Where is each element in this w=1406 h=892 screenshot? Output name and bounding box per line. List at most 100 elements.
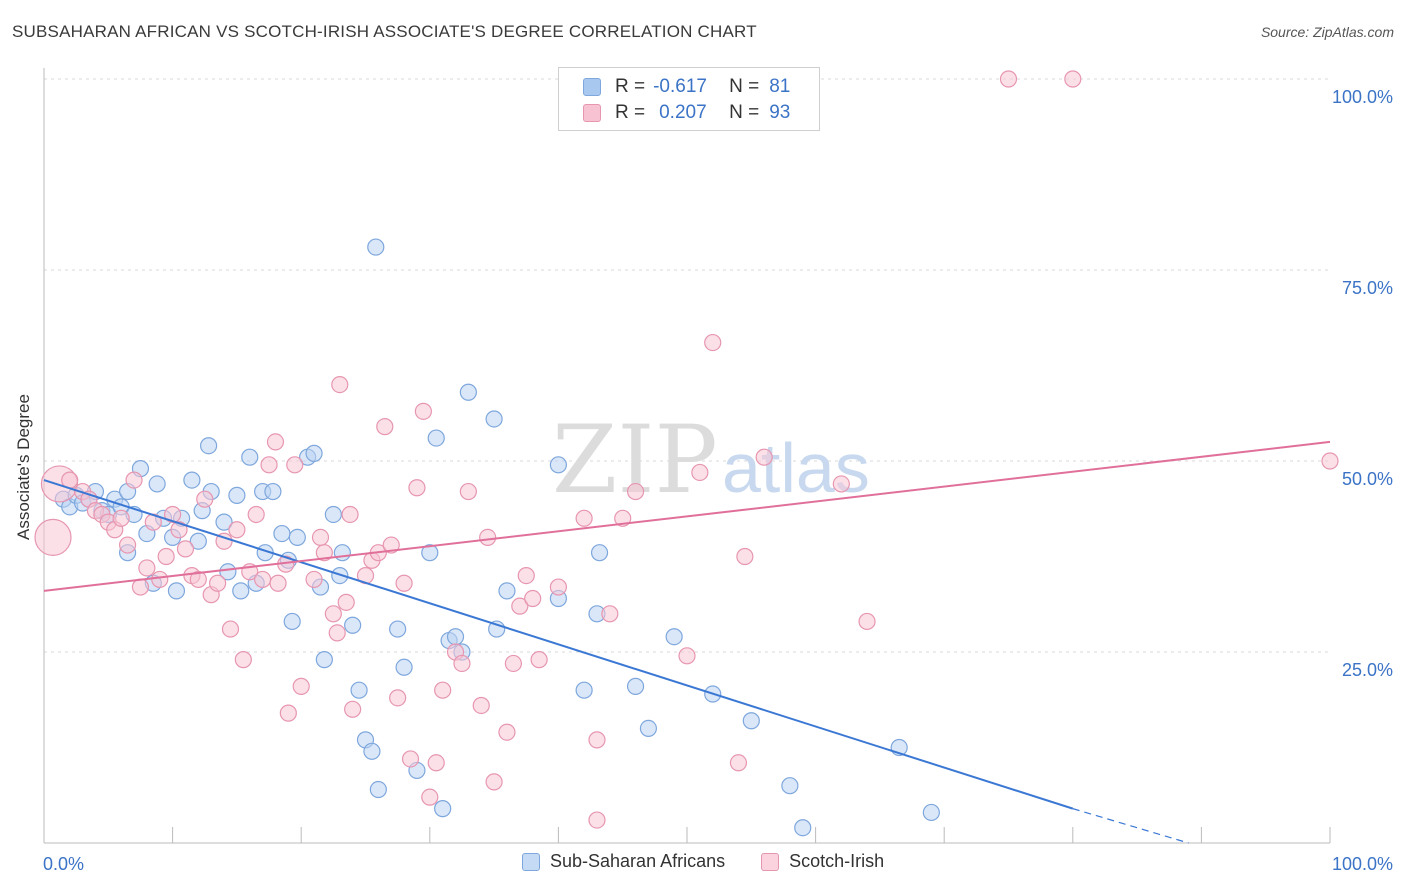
point-subsaharan — [742, 712, 760, 730]
point-subsaharan — [189, 532, 207, 550]
point-subsaharan — [344, 616, 362, 634]
point-subsaharan — [781, 777, 799, 795]
point-subsaharan — [575, 681, 593, 699]
point-scotch-irish — [755, 448, 773, 466]
point-subsaharan — [389, 620, 407, 638]
point-subsaharan — [446, 628, 465, 646]
point-scotch-irish — [1064, 70, 1082, 88]
watermark-atlas: atlas — [722, 429, 870, 507]
point-scotch-irish — [337, 593, 355, 611]
point-subsaharan — [273, 524, 291, 543]
legend-n-value: 93 — [769, 102, 791, 123]
legend-row-subsaharan: R = -0.617 N = 81 — [583, 75, 790, 99]
series-swatch-pink — [761, 852, 780, 871]
watermark: ZIP atlas — [552, 406, 870, 515]
point-subsaharan — [228, 486, 246, 504]
point-scotch-irish — [511, 597, 529, 615]
point-scotch-irish — [691, 463, 709, 482]
point-subsaharan — [219, 563, 237, 581]
y-tick-label: 75.0% — [1342, 278, 1393, 298]
point-scotch-irish — [151, 570, 169, 589]
point-subsaharan — [200, 437, 218, 455]
correlation-legend: R = -0.617 N = 81 R = 0.207 N = 93 — [558, 67, 820, 131]
point-scotch-irish — [125, 471, 143, 489]
point-scotch-irish — [524, 589, 542, 608]
trend-line-subsaharan — [43, 479, 1074, 810]
point-subsaharan — [333, 544, 351, 562]
point-subsaharan — [167, 582, 186, 600]
point-scotch-irish — [228, 521, 246, 539]
point-subsaharan — [232, 582, 250, 600]
point-scotch-irish — [858, 612, 876, 631]
point-scotch-irish — [395, 574, 413, 592]
point-scotch-irish — [286, 456, 304, 474]
trend-line-extension — [1072, 808, 1189, 844]
point-subsaharan — [363, 742, 381, 760]
point-scotch-irish — [421, 788, 439, 806]
point-scotch-irish — [221, 620, 240, 638]
point-scotch-irish — [408, 479, 426, 497]
point-subsaharan — [215, 513, 233, 531]
point-scotch-irish — [266, 433, 285, 451]
point-scotch-irish — [341, 505, 359, 524]
point-scotch-irish — [517, 566, 535, 585]
point-scotch-irish — [118, 536, 137, 554]
legend-swatch-blue — [583, 78, 601, 96]
point-scotch-irish — [729, 754, 748, 772]
y-tick-label: 100.0% — [1332, 87, 1393, 107]
point-scotch-irish — [704, 333, 722, 352]
point-scotch-irish — [164, 505, 182, 524]
point-scotch-irish — [601, 605, 619, 623]
point-subsaharan — [427, 429, 445, 447]
point-subsaharan — [549, 456, 568, 474]
point-subsaharan — [241, 448, 259, 466]
tick-labels: 25.0% 50.0% 75.0% 100.0% 0.0% 100.0% — [43, 87, 1393, 874]
point-subsaharan — [305, 444, 323, 462]
point-scotch-irish — [453, 654, 471, 673]
point-scotch-irish — [485, 773, 503, 791]
point-scotch-irish — [504, 654, 522, 673]
legend-n-value: 81 — [769, 76, 791, 97]
point-scotch-irish — [112, 509, 130, 527]
point-scotch-irish — [382, 536, 400, 554]
point-scotch-irish — [434, 681, 452, 699]
point-scotch-irish — [376, 418, 394, 436]
point-scotch-irish — [344, 700, 362, 718]
point-subsaharan — [395, 658, 413, 676]
point-subsaharan — [315, 651, 333, 669]
point-subsaharan — [421, 544, 439, 562]
series-legend-item-scotch-irish: Scotch-Irish — [761, 851, 884, 872]
legend-n-label: N = — [729, 102, 760, 123]
point-scotch-irish — [170, 521, 188, 539]
series-legend: Sub-Saharan Africans Scotch-Irish — [522, 851, 920, 872]
point-scotch-irish — [292, 677, 310, 695]
point-subsaharan — [639, 719, 658, 738]
point-scotch-irish — [472, 696, 490, 715]
trend-lines — [43, 440, 1331, 844]
point-scotch-irish — [260, 456, 278, 474]
point-subsaharan — [183, 471, 201, 489]
point-scotch-irish — [315, 544, 333, 562]
point-scotch-irish — [389, 689, 407, 707]
point-subsaharan — [288, 528, 306, 547]
grid-lines — [44, 78, 1330, 653]
point-scotch-irish — [234, 651, 252, 669]
point-subsaharan — [498, 582, 516, 600]
point-subsaharan — [367, 238, 385, 256]
point-subsaharan — [485, 410, 503, 428]
point-subsaharan — [148, 475, 166, 493]
y-axis-label: Associate's Degree — [14, 394, 33, 540]
legend-row-scotch-irish: R = 0.207 N = 93 — [583, 101, 790, 125]
point-scotch-irish — [549, 578, 568, 596]
y-tick-label: 50.0% — [1342, 469, 1393, 489]
legend-r-value: -0.617 — [653, 76, 707, 97]
point-subsaharan — [369, 780, 387, 799]
point-scotch-irish — [414, 402, 432, 420]
point-scotch-irish — [196, 490, 214, 508]
point-scotch-irish — [176, 540, 195, 558]
series-legend-item-subsaharan: Sub-Saharan Africans — [522, 851, 725, 872]
point-subsaharan — [434, 800, 452, 818]
legend-n-label: N = — [729, 76, 760, 97]
trend-line-scotch-irish — [43, 440, 1331, 592]
point-scotch-irish — [157, 547, 175, 566]
